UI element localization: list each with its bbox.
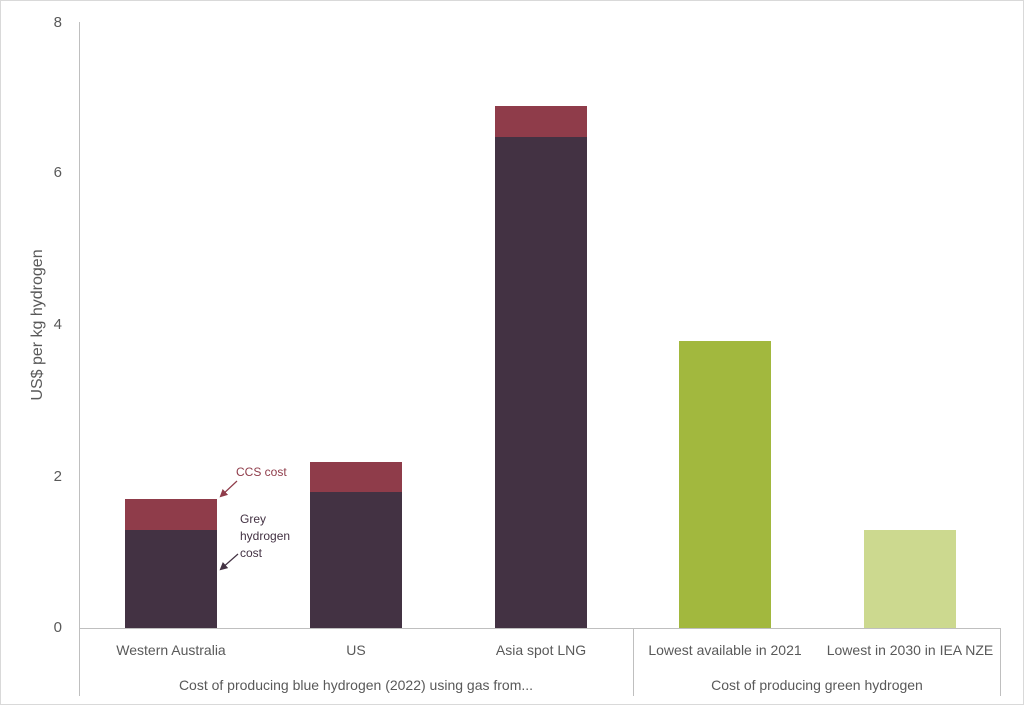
annotation-grey-line2: hydrogen	[240, 529, 291, 543]
group-label-green-hydrogen: Cost of producing green hydrogen	[711, 677, 923, 693]
annotation-grey-hydrogen-cost: Grey hydrogen cost	[240, 511, 290, 562]
y-tick-4: 4	[53, 316, 62, 333]
annotation-grey-line1: Grey	[240, 512, 267, 526]
bar-asia-spot-lng-ccs-cost	[495, 106, 587, 137]
bar-lowest-available-in-2021-green-hydrogen-cost	[679, 340, 771, 628]
bar-us-grey-hydrogen-cost	[310, 491, 402, 628]
y-axis-line	[79, 22, 80, 696]
category-label-us: US	[346, 642, 366, 658]
y-tick-8: 8	[53, 14, 62, 31]
group-label-blue-hydrogen: Cost of producing blue hydrogen (2022) u…	[178, 677, 534, 693]
y-tick-6: 6	[53, 164, 62, 181]
category-label-lowest-2030: Lowest in 2030 in IEA NZE	[826, 642, 994, 658]
category-label-asia-spot-lng: Asia spot LNG	[495, 642, 587, 658]
bar-western-australia-grey-hydrogen-cost	[125, 529, 217, 628]
category-label-western-australia: Western Australia	[116, 642, 226, 658]
grey-arrow-icon	[219, 553, 239, 571]
annotation-ccs-cost: CCS cost	[236, 465, 287, 479]
bar-western-australia-ccs-cost	[125, 499, 217, 530]
y-tick-0: 0	[53, 619, 62, 636]
category-label-lowest-2021: Lowest available in 2021	[648, 642, 802, 658]
y-tick-2: 2	[53, 468, 62, 485]
bar-us-ccs-cost	[310, 461, 402, 492]
group-divider	[633, 628, 634, 696]
x-axis-line	[79, 628, 1001, 629]
bar-lowest-in-2030-in-iea-nze-green-hydrogen-cost	[864, 529, 956, 628]
x-axis-end-divider	[1000, 628, 1001, 696]
annotation-grey-line3: cost	[240, 546, 263, 560]
bar-asia-spot-lng-grey-hydrogen-cost	[495, 136, 587, 628]
ccs-arrow-icon	[219, 480, 238, 498]
